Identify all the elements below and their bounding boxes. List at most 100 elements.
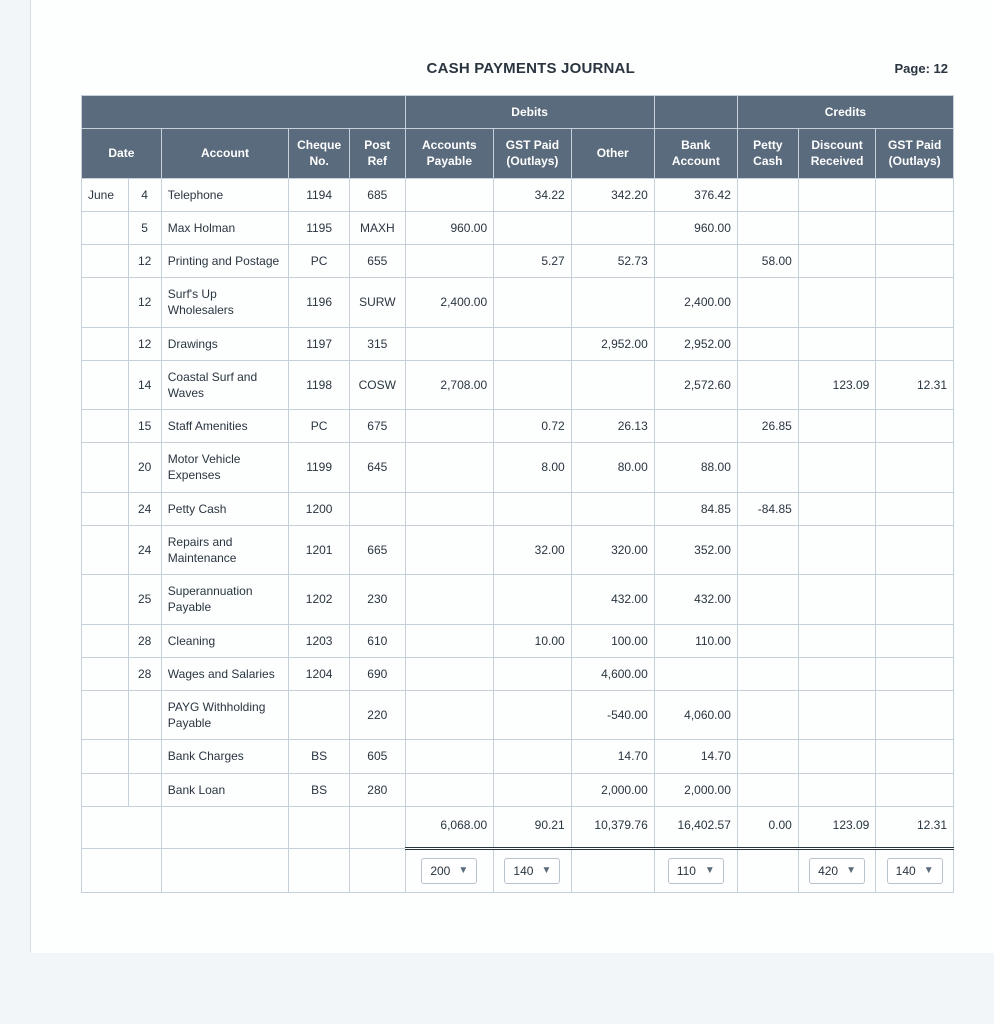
cell-other	[571, 360, 654, 409]
cell-gst-paid: 0.72	[494, 410, 572, 443]
cell-post-ref: 685	[350, 178, 405, 211]
cell-cheque-no: 1204	[289, 657, 350, 690]
cell-accounts-payable	[405, 690, 494, 739]
cell-bank: 88.00	[654, 443, 737, 492]
cell-day: 5	[128, 211, 161, 244]
select-gst-paid-cr[interactable]: 140 ▼	[887, 858, 943, 884]
cell-month	[82, 492, 129, 525]
cell-other: -540.00	[571, 690, 654, 739]
cell-bank	[654, 244, 737, 277]
cell-cheque-no: 1202	[289, 575, 350, 624]
cell-day	[128, 740, 161, 773]
chevron-down-icon: ▼	[705, 864, 715, 878]
cell-petty-cash	[737, 278, 798, 327]
cell-post-ref	[350, 492, 405, 525]
cell-post-ref: MAXH	[350, 211, 405, 244]
cell-petty-cash	[737, 360, 798, 409]
table-row: 5Max Holman1195MAXH960.00960.00	[82, 211, 954, 244]
table-row: 25Superannuation Payable1202230432.00432…	[82, 575, 954, 624]
cell-bank: 4,060.00	[654, 690, 737, 739]
cell-other: 80.00	[571, 443, 654, 492]
cell-bank: 84.85	[654, 492, 737, 525]
cell-discount-received: 123.09	[798, 360, 876, 409]
cell-month	[82, 327, 129, 360]
table-row: 28Cleaning120361010.00100.00110.00	[82, 624, 954, 657]
header-other: Other	[571, 129, 654, 178]
total-other: 10,379.76	[571, 806, 654, 848]
page-number: Page: 12	[895, 61, 948, 76]
cell-account: Telephone	[161, 178, 288, 211]
cell-month	[82, 740, 129, 773]
table-row: 12Printing and PostagePC6555.2752.7358.0…	[82, 244, 954, 277]
cell-post-ref: 675	[350, 410, 405, 443]
cell-other: 100.00	[571, 624, 654, 657]
cell-bank: 110.00	[654, 624, 737, 657]
cell-accounts-payable	[405, 624, 494, 657]
cell-month	[82, 443, 129, 492]
select-discount-received[interactable]: 420 ▼	[809, 858, 865, 884]
cell-account: Coastal Surf and Waves	[161, 360, 288, 409]
select-gst-paid[interactable]: 140 ▼	[504, 858, 560, 884]
cell-month	[82, 575, 129, 624]
cell-account: Repairs and Maintenance	[161, 525, 288, 574]
cell-other: 342.20	[571, 178, 654, 211]
cell-post-ref: 655	[350, 244, 405, 277]
table-row: 24Repairs and Maintenance120166532.00320…	[82, 525, 954, 574]
totals-row: 6,068.00 90.21 10,379.76 16,402.57 0.00 …	[82, 806, 954, 848]
cell-other: 14.70	[571, 740, 654, 773]
cell-gst-paid	[494, 657, 572, 690]
cell-discount-received	[798, 525, 876, 574]
cell-cheque-no: 1199	[289, 443, 350, 492]
select-value: 200	[430, 863, 450, 879]
header-date: Date	[82, 129, 162, 178]
cell-day: 12	[128, 278, 161, 327]
cell-cheque-no: 1195	[289, 211, 350, 244]
table-row: PAYG Withholding Payable220-540.004,060.…	[82, 690, 954, 739]
cell-gst-paid-cr	[876, 410, 954, 443]
cell-other	[571, 492, 654, 525]
cell-cheque-no: 1196	[289, 278, 350, 327]
cell-other: 52.73	[571, 244, 654, 277]
cell-bank	[654, 657, 737, 690]
cell-month	[82, 525, 129, 574]
cell-day: 24	[128, 492, 161, 525]
table-row: Bank LoanBS2802,000.002,000.00	[82, 773, 954, 806]
cell-discount-received	[798, 773, 876, 806]
table-row: 24Petty Cash120084.85-84.85	[82, 492, 954, 525]
cell-account: Cleaning	[161, 624, 288, 657]
cell-post-ref: 220	[350, 690, 405, 739]
cell-day: 25	[128, 575, 161, 624]
cell-bank: 14.70	[654, 740, 737, 773]
cell-bank: 2,000.00	[654, 773, 737, 806]
cell-cheque-no: 1201	[289, 525, 350, 574]
select-bank[interactable]: 110 ▼	[668, 858, 724, 884]
cell-month	[82, 690, 129, 739]
cell-cheque-no	[289, 690, 350, 739]
cell-post-ref: 665	[350, 525, 405, 574]
cell-bank: 2,572.60	[654, 360, 737, 409]
cell-discount-received	[798, 690, 876, 739]
cell-account: Bank Loan	[161, 773, 288, 806]
cell-discount-received	[798, 278, 876, 327]
cell-month	[82, 360, 129, 409]
cell-accounts-payable	[405, 443, 494, 492]
select-accounts-payable[interactable]: 200 ▼	[421, 858, 477, 884]
cell-day: 28	[128, 624, 161, 657]
cell-month	[82, 244, 129, 277]
cell-day	[128, 690, 161, 739]
cell-other: 320.00	[571, 525, 654, 574]
cell-discount-received	[798, 443, 876, 492]
cell-accounts-payable	[405, 178, 494, 211]
table-row: 20Motor Vehicle Expenses11996458.0080.00…	[82, 443, 954, 492]
cell-month	[82, 657, 129, 690]
cell-bank: 352.00	[654, 525, 737, 574]
cell-gst-paid: 34.22	[494, 178, 572, 211]
cell-day	[128, 773, 161, 806]
cell-discount-received	[798, 211, 876, 244]
cell-gst-paid-cr	[876, 690, 954, 739]
cell-gst-paid	[494, 327, 572, 360]
cell-other: 26.13	[571, 410, 654, 443]
cell-day: 24	[128, 525, 161, 574]
cell-gst-paid-cr	[876, 178, 954, 211]
total-gst-paid-cr: 12.31	[876, 806, 954, 848]
